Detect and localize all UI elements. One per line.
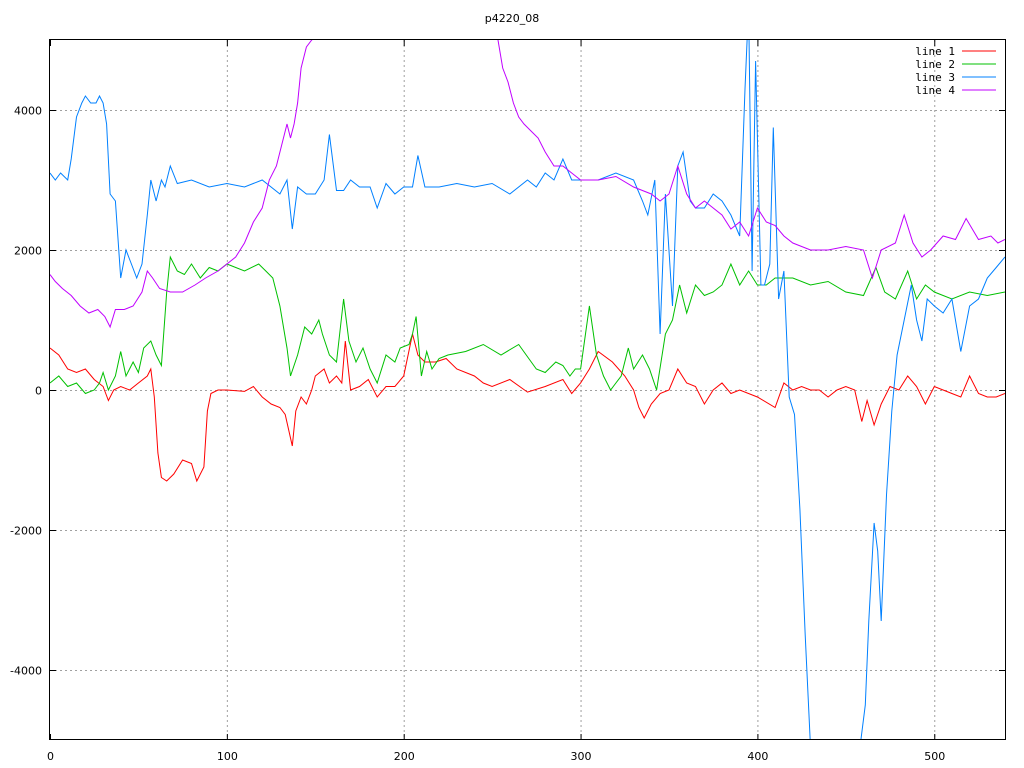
series-line-3	[50, 40, 1005, 740]
chart-title: p4220_08	[485, 12, 539, 25]
x-tick-label: 500	[924, 750, 945, 763]
y-tick-label: 2000	[14, 245, 42, 258]
x-tick-label: 300	[571, 750, 592, 763]
grid-lines	[50, 40, 1005, 740]
series-line-1	[50, 333, 1005, 483]
x-tick-label: 200	[394, 750, 415, 763]
axis-ticks: 0 100 200 300 400 500 -4000 -2000 0 2000 4000	[10, 40, 1005, 763]
legend-label-1: line 1	[915, 45, 955, 58]
x-tick-label: 400	[747, 750, 768, 763]
legend-label-3: line 3	[915, 71, 955, 84]
series-line-4	[50, 40, 1005, 329]
series-line-2	[50, 255, 1005, 395]
plot-frame	[49, 39, 1006, 740]
y-tick-label: -2000	[10, 525, 42, 538]
x-tick-label: 0	[47, 750, 54, 763]
legend-label-2: line 2	[915, 58, 955, 71]
legend-label-4: line 4	[915, 84, 955, 97]
y-tick-label: -4000	[10, 665, 42, 678]
x-tick-label: 100	[217, 750, 238, 763]
series-layer	[50, 40, 1005, 740]
y-tick-label: 0	[35, 385, 42, 398]
y-tick-label: 4000	[14, 105, 42, 118]
